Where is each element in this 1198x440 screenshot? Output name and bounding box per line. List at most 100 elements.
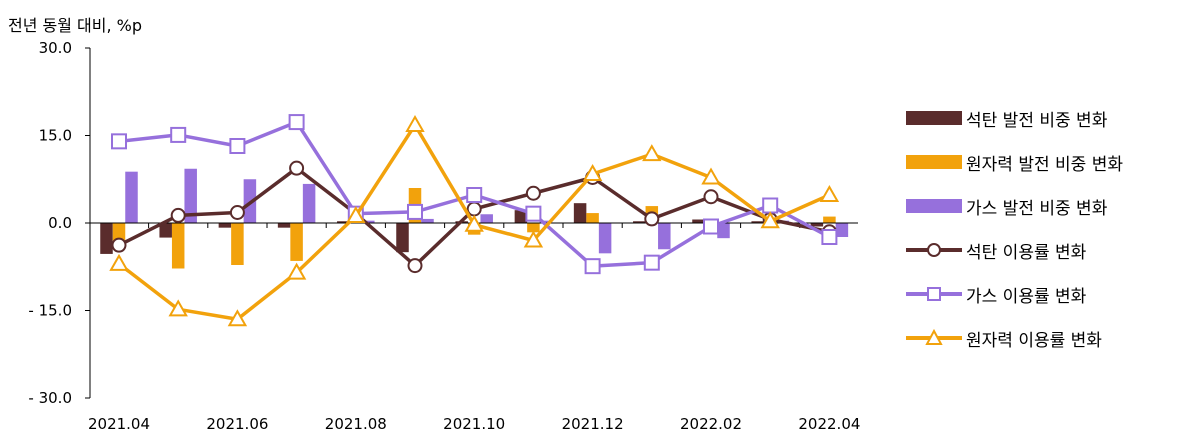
legend-label: 가스 발전 비중 변화 <box>966 198 1108 219</box>
marker-1-2021.09 <box>407 258 423 274</box>
y-tick-label: - 15.0 <box>28 302 72 320</box>
bar-2-2021.07 <box>290 223 303 261</box>
marker-1-2021.04 <box>111 237 127 253</box>
marker-1-2021.07 <box>289 160 305 176</box>
legend-label: 석탄 발전 비중 변화 <box>966 110 1108 131</box>
bar-3-2021.05 <box>184 168 197 223</box>
legend-swatch-nuclear-share <box>906 155 962 169</box>
marker-1-2021.05 <box>170 207 186 223</box>
y-tick-label: 30.0 <box>39 39 72 57</box>
legend: 석탄 발전 비중 변화 원자력 발전 비중 변화 가스 발전 비중 변화 석탄 … <box>906 96 1191 360</box>
bar-2-2021.05 <box>171 223 185 269</box>
marker-3-2022.02 <box>701 167 721 185</box>
bar-3-2021.11 <box>539 220 553 223</box>
axes-layer: 30.0 15.0 0.0 - 15.0 - 30.0 2021.04 2021.06 202… <box>28 39 860 433</box>
legend-item-coal-share: 석탄 발전 비중 변화 <box>906 96 1191 140</box>
bar-1-2022.02 <box>692 219 705 223</box>
marker-3-2021.11 <box>523 230 544 248</box>
legend-item-nuclear-share: 원자력 발전 비중 변화 <box>906 140 1191 184</box>
marker-3-2021.10 <box>464 214 484 232</box>
y-axis-unit-label: 전년 동월 대비, %p <box>8 16 143 35</box>
bar-2-2021.06 <box>231 223 244 265</box>
marker-3-2022.03 <box>760 211 780 229</box>
legend-swatch-gas-share <box>906 199 962 213</box>
marker-1-2021.06 <box>229 205 245 220</box>
marker-3-2021.07 <box>286 262 307 280</box>
bar-3-2022.02 <box>717 223 730 239</box>
legend-swatch-coal-share <box>906 111 962 125</box>
bar-3-2021.10 <box>480 214 493 223</box>
marker-2-2021.11 <box>525 205 542 222</box>
marker-1-2021.10 <box>466 201 482 217</box>
bar-layer <box>100 168 849 269</box>
x-tick-label: 2021.12 <box>562 415 624 433</box>
bar-1-2021.06 <box>218 223 232 228</box>
marker-3-2021.06 <box>227 309 248 327</box>
y-tick-label: - 30.0 <box>28 389 72 407</box>
marker-3-2021.09 <box>405 114 425 132</box>
bar-2-2021.11 <box>527 223 540 233</box>
x-tick-label: 2021.06 <box>206 415 268 433</box>
marker-3-2021.04 <box>109 253 129 271</box>
legend-label: 원자력 이용률 변화 <box>966 330 1102 351</box>
legend-swatch-coal-utilization <box>906 243 962 257</box>
bar-3-2021.04 <box>125 171 138 223</box>
x-tick-label: 2021.04 <box>88 415 150 433</box>
marker-3-2022.01 <box>642 144 662 162</box>
combo-chart: 30.0 15.0 0.0 - 15.0 - 30.0 2021.04 2021.06 202… <box>28 39 860 433</box>
y-tick-label: 15.0 <box>39 127 72 145</box>
marker-2-2021.06 <box>229 138 246 154</box>
bar-2-2021.12 <box>586 213 599 223</box>
marker-3-2021.08 <box>346 205 366 223</box>
marker-2-2022.01 <box>643 254 660 271</box>
bar-3-2021.08 <box>362 220 375 223</box>
bar-1-2021.08 <box>337 221 350 223</box>
marker-2-2022.04 <box>821 229 838 245</box>
legend-label: 석탄 이용률 변화 <box>966 242 1087 263</box>
marker-2-2022.02 <box>703 218 719 235</box>
marker-2-2021.05 <box>170 126 187 143</box>
bar-3-2021.12 <box>598 223 612 254</box>
marker-3-2021.05 <box>168 299 188 317</box>
marker-3-2022.04 <box>819 184 840 202</box>
marker-1-2022.02 <box>703 189 719 205</box>
legend-item-gas-utilization: 가스 이용률 변화 <box>906 272 1191 316</box>
legend-swatch-nuclear-utilization <box>906 328 962 345</box>
bar-1-2021.05 <box>159 223 172 238</box>
marker-2-2021.09 <box>407 203 423 220</box>
legend-item-coal-utilization: 석탄 이용률 변화 <box>906 228 1191 272</box>
bar-1-2022.01 <box>633 221 646 223</box>
x-tick-label: 2022.04 <box>798 415 860 433</box>
marker-2-2022.03 <box>762 197 779 214</box>
marker-2-2021.04 <box>111 133 127 150</box>
bar-1-2021.09 <box>396 223 409 253</box>
marker-3-2021.12 <box>582 163 603 181</box>
bar-1-2022.03 <box>751 221 764 223</box>
x-tick-label: 2021.08 <box>325 415 387 433</box>
legend-label: 가스 이용률 변화 <box>966 286 1087 307</box>
legend-item-gas-share: 가스 발전 비중 변화 <box>906 184 1191 228</box>
bar-1-2021.04 <box>100 223 113 254</box>
marker-1-2022.01 <box>644 211 660 227</box>
legend-item-nuclear-utilization: 원자력 이용률 변화 <box>906 316 1191 360</box>
bar-1-2021.12 <box>573 203 587 223</box>
bar-3-2021.09 <box>421 218 434 223</box>
marker-2-2021.10 <box>466 187 483 203</box>
bar-3-2022.04 <box>835 223 849 237</box>
bar-3-2021.07 <box>302 183 316 223</box>
bar-2-2022.04 <box>823 216 836 223</box>
bar-3-2022.01 <box>658 223 671 250</box>
marker-2-2021.07 <box>288 114 305 131</box>
x-tick-label: 2021.10 <box>443 415 505 433</box>
bar-1-2022.04 <box>810 223 824 227</box>
legend-label: 원자력 발전 비중 변화 <box>966 154 1123 175</box>
marker-2-2021.12 <box>584 258 601 275</box>
line-layer <box>109 114 840 327</box>
bar-1-2021.07 <box>277 223 291 228</box>
marker-1-2021.11 <box>525 185 541 201</box>
bar-2-2021.04 <box>112 223 126 241</box>
x-tick-label: 2022.02 <box>680 415 742 433</box>
bar-1-2021.11 <box>514 210 528 223</box>
y-tick-label: 0.0 <box>48 214 72 232</box>
legend-swatch-gas-utilization <box>906 287 962 301</box>
